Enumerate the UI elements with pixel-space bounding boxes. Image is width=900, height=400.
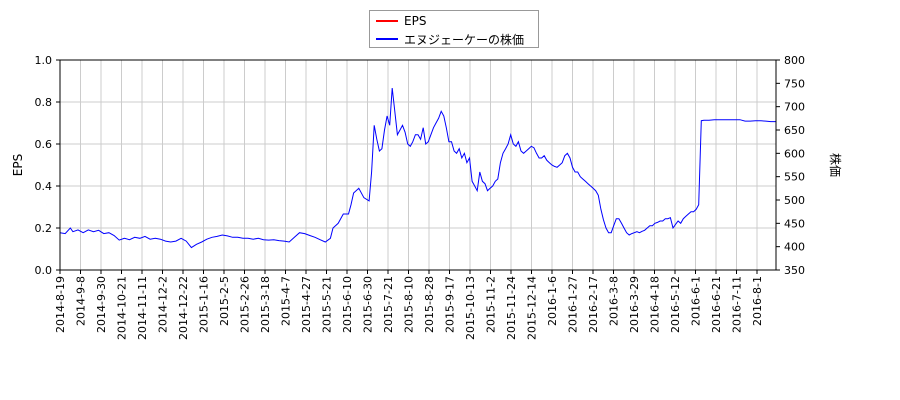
x-tick-label: 2014-9-30 [95,276,108,333]
x-tick-label: 2015-8-10 [403,276,416,333]
y-right-tick-label: 450 [784,217,805,230]
y-left-tick-label: 1.0 [35,54,53,67]
x-tick-label: 2014-9-8 [75,276,88,326]
x-tick-label: 2014-12-2 [157,276,170,333]
series-stock-price-line [59,87,776,249]
x-tick-label: 2016-1-6 [546,276,559,326]
x-tick-label: 2014-8-19 [54,276,67,333]
x-tick-label: 2016-6-1 [690,276,703,326]
x-tick-label: 2014-12-22 [177,276,190,340]
y-right-tick-label: 750 [784,77,805,90]
x-tick-label: 2015-7-21 [382,276,395,333]
legend-swatch-stock-price [376,38,398,40]
x-tick-label: 2015-5-21 [321,276,334,333]
y-right-tick-label: 650 [784,124,805,137]
x-tick-label: 2015-9-17 [444,276,457,333]
y-left-tick-label: 0.8 [35,96,53,109]
x-tick-label: 2015-3-18 [259,276,272,333]
grid [56,59,780,274]
x-tick-label: 2015-6-30 [362,276,375,333]
y-right-tick-label: 800 [784,54,805,67]
x-tick-label: 2016-3-29 [628,276,641,333]
x-tick-label: 2015-12-14 [526,276,539,340]
y-right-tick-label: 700 [784,101,805,114]
x-tick-label: 2016-3-8 [608,276,621,326]
legend-swatch-eps [376,20,398,22]
y-left-tick-label: 0.0 [35,264,53,277]
y-left-tick-label: 0.6 [35,138,53,151]
x-tick-label: 2016-4-18 [649,276,662,333]
y-right-tick-label: 600 [784,147,805,160]
y-left-axis-label: EPS [11,154,25,176]
legend: EPS エヌジェーケーの株価 [369,10,539,48]
x-tick-label: 2014-11-11 [136,276,149,340]
x-tick-label: 2016-8-1 [751,276,764,326]
x-tick-label: 2015-4-7 [280,276,293,326]
x-tick-label: 2016-1-27 [567,276,580,333]
legend-item-eps: EPS [376,13,426,29]
y-left-tick-label: 0.2 [35,222,53,235]
y-right-tick-label: 350 [784,264,805,277]
x-tick-label: 2015-6-10 [341,276,354,333]
y-right-axis-label: 株価 [828,153,843,177]
x-tick-label: 2016-6-21 [710,276,723,333]
x-tick-label: 2015-10-13 [464,276,477,340]
x-tick-label: 2015-11-24 [505,276,518,340]
x-tick-label: 2016-2-17 [587,276,600,333]
legend-item-stock-price: エヌジェーケーの株価 [376,31,524,47]
legend-label-eps: EPS [404,14,427,28]
x-tick-labels: 2014-8-19 2014-9-8 2014-9-30 2014-10-21 2014… [54,276,764,340]
x-tick-label: 2015-2-5 [218,276,231,326]
y-left-tick-labels: 0.0 0.2 0.4 0.6 0.8 1.0 [35,54,53,277]
x-tick-label: 2014-10-21 [116,276,129,340]
y-left-tick-label: 0.4 [35,180,53,193]
y-right-tick-label: 500 [784,194,805,207]
x-tick-label: 2015-11-2 [485,276,498,333]
y-right-tick-labels: 350 400 450 500 550 600 650 700 750 800 [784,54,805,277]
legend-label-stock-price: エヌジェーケーの株価 [404,32,525,47]
x-tick-label: 2016-5-12 [669,276,682,333]
x-tick-label: 2016-7-11 [731,276,744,333]
y-right-tick-label: 400 [784,241,805,254]
x-tick-label: 2015-1-16 [198,276,211,333]
x-tick-label: 2015-2-26 [239,276,252,333]
x-tick-label: 2015-8-28 [423,276,436,333]
plot-frame [59,59,777,271]
x-tick-label: 2015-4-27 [300,276,313,333]
y-right-tick-label: 550 [784,171,805,184]
